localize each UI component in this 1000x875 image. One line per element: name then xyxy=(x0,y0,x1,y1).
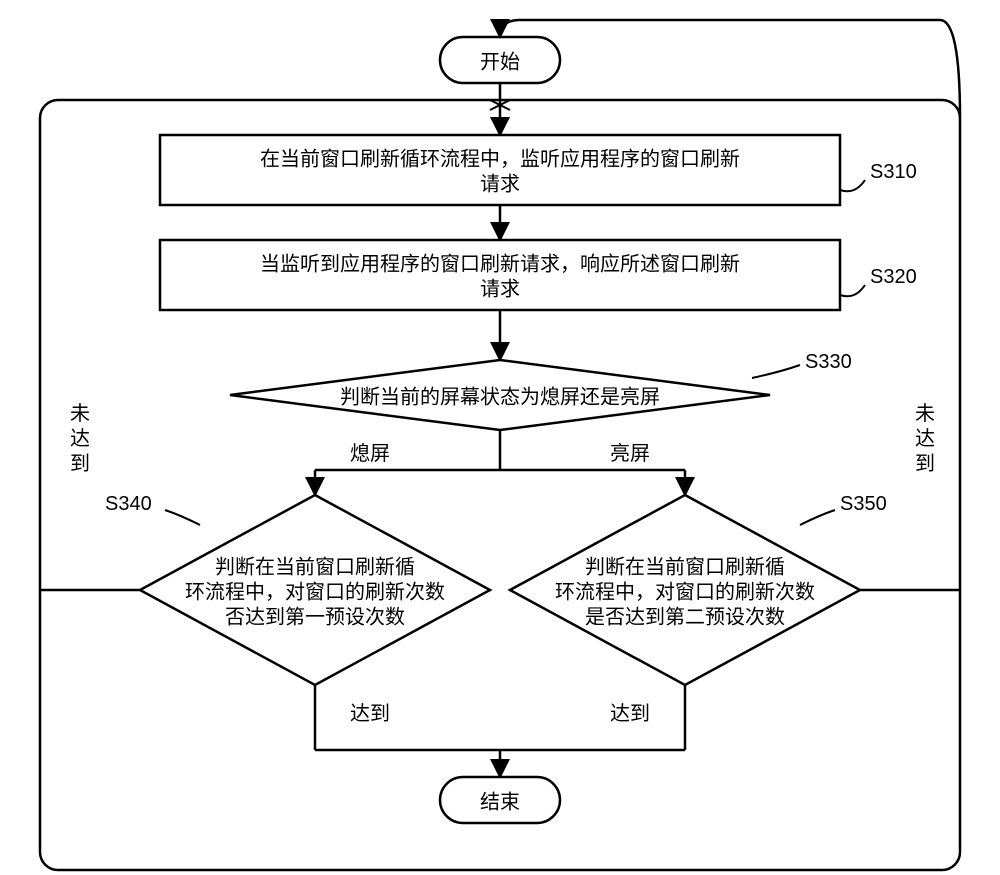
end-label: 结束 xyxy=(480,790,520,813)
start-node: 开始 xyxy=(440,37,560,83)
s350-label-connector xyxy=(800,510,835,525)
start-label: 开始 xyxy=(480,50,520,73)
s350-line2: 环流程中，对窗口的刷新次数 xyxy=(555,580,815,603)
s350-line1: 判断在当前窗口刷新循 xyxy=(585,555,785,578)
s330-node: 判断当前的屏幕状态为熄屏还是亮屏 xyxy=(230,360,770,430)
right-loop-label: 未 达 到 xyxy=(915,402,935,475)
svg-text:到: 到 xyxy=(70,452,90,475)
s320-line1: 当监听到应用程序的窗口刷新请求，响应所述窗口刷新 xyxy=(260,252,740,275)
s310-line2: 请求 xyxy=(480,172,520,195)
s340-line3: 否达到第一预设次数 xyxy=(225,605,405,628)
svg-text:达: 达 xyxy=(915,427,935,450)
s320-line2: 请求 xyxy=(480,277,520,300)
flowchart-svg: 开始 在当前窗口刷新循环流程中，监听应用程序的窗口刷新 请求 S310 当监听到… xyxy=(0,0,1000,875)
s310-label: S310 xyxy=(870,161,917,183)
svg-text:到: 到 xyxy=(915,452,935,475)
edge-label-left: 熄屏 xyxy=(350,442,390,465)
end-node: 结束 xyxy=(440,777,560,823)
svg-text:达: 达 xyxy=(70,427,90,450)
s320-label: S320 xyxy=(870,266,917,288)
s330-line1: 判断当前的屏幕状态为熄屏还是亮屏 xyxy=(340,385,660,408)
s310-node: 在当前窗口刷新循环流程中，监听应用程序的窗口刷新 请求 xyxy=(160,135,840,205)
s330-label-connector xyxy=(752,365,800,378)
s350-label: S350 xyxy=(840,493,887,515)
s350-line3: 是否达到第二预设次数 xyxy=(585,605,785,628)
s340-line1: 判断在当前窗口刷新循 xyxy=(215,555,415,578)
svg-text:未: 未 xyxy=(915,402,935,425)
s330-label: S330 xyxy=(805,351,852,373)
s340-label-connector xyxy=(165,510,200,525)
s310-label-connector xyxy=(840,180,865,191)
left-loop-label: 未 达 到 xyxy=(70,402,90,475)
edge-label-s350-down: 达到 xyxy=(610,702,650,725)
edge-label-s340-down: 达到 xyxy=(350,702,390,725)
svg-text:未: 未 xyxy=(70,402,90,425)
edge-label-right: 亮屏 xyxy=(610,442,650,465)
s340-node: 判断在当前窗口刷新循 环流程中，对窗口的刷新次数 否达到第一预设次数 xyxy=(140,495,490,685)
edge-start-to-s310 xyxy=(490,83,510,135)
s340-label: S340 xyxy=(105,493,152,515)
s320-label-connector xyxy=(840,285,865,296)
s310-line1: 在当前窗口刷新循环流程中，监听应用程序的窗口刷新 xyxy=(260,147,740,170)
s340-line2: 环流程中，对窗口的刷新次数 xyxy=(185,580,445,603)
s350-node: 判断在当前窗口刷新循 环流程中，对窗口的刷新次数 是否达到第二预设次数 xyxy=(510,495,860,685)
s320-node: 当监听到应用程序的窗口刷新请求，响应所述窗口刷新 请求 xyxy=(160,240,840,310)
